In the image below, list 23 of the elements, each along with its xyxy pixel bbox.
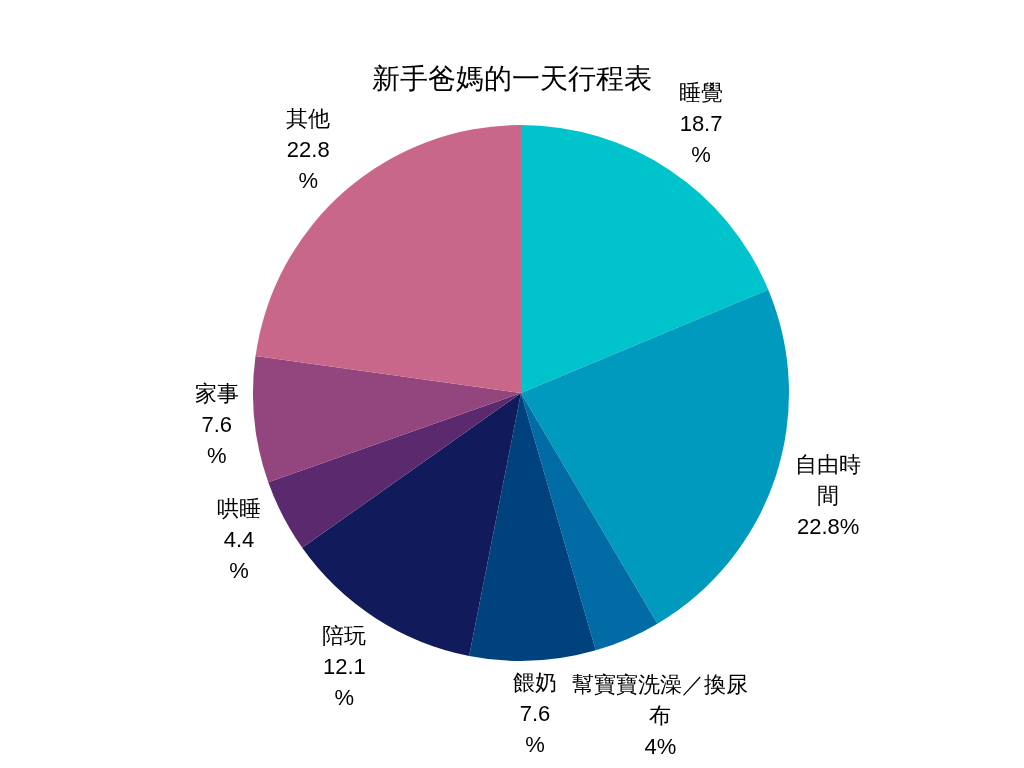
pie-slice bbox=[302, 393, 521, 656]
pie-slice bbox=[253, 356, 521, 483]
pie-slice bbox=[521, 393, 658, 651]
slice-label: 餵奶 bbox=[513, 670, 558, 696]
pie-slice bbox=[521, 289, 789, 624]
slice-label: 家事 bbox=[194, 380, 239, 406]
data-label: 22.8% bbox=[797, 514, 860, 540]
slice-label: 睡覺 bbox=[679, 79, 724, 105]
data-label: 12.1% bbox=[322, 653, 366, 710]
chart-title: 新手爸媽的一天行程表 bbox=[372, 63, 652, 94]
data-label: 4% bbox=[644, 734, 677, 760]
data-label: 18.7% bbox=[679, 110, 723, 167]
data-label: 7.6% bbox=[201, 411, 233, 468]
pie-slice bbox=[469, 393, 596, 661]
slice-label: 哄睡 bbox=[216, 496, 261, 522]
data-label: 4.4% bbox=[223, 527, 255, 584]
pie-slice bbox=[268, 393, 521, 548]
data-label: 7.6% bbox=[519, 701, 551, 758]
data-label: 22.8% bbox=[286, 136, 330, 193]
slice-label: 陪玩 bbox=[322, 622, 367, 648]
slice-label: 自由時間 bbox=[795, 452, 862, 509]
slice-label: 其他 bbox=[286, 105, 331, 131]
slice-label: 幫寶寶洗澡／換尿布 bbox=[572, 672, 749, 729]
